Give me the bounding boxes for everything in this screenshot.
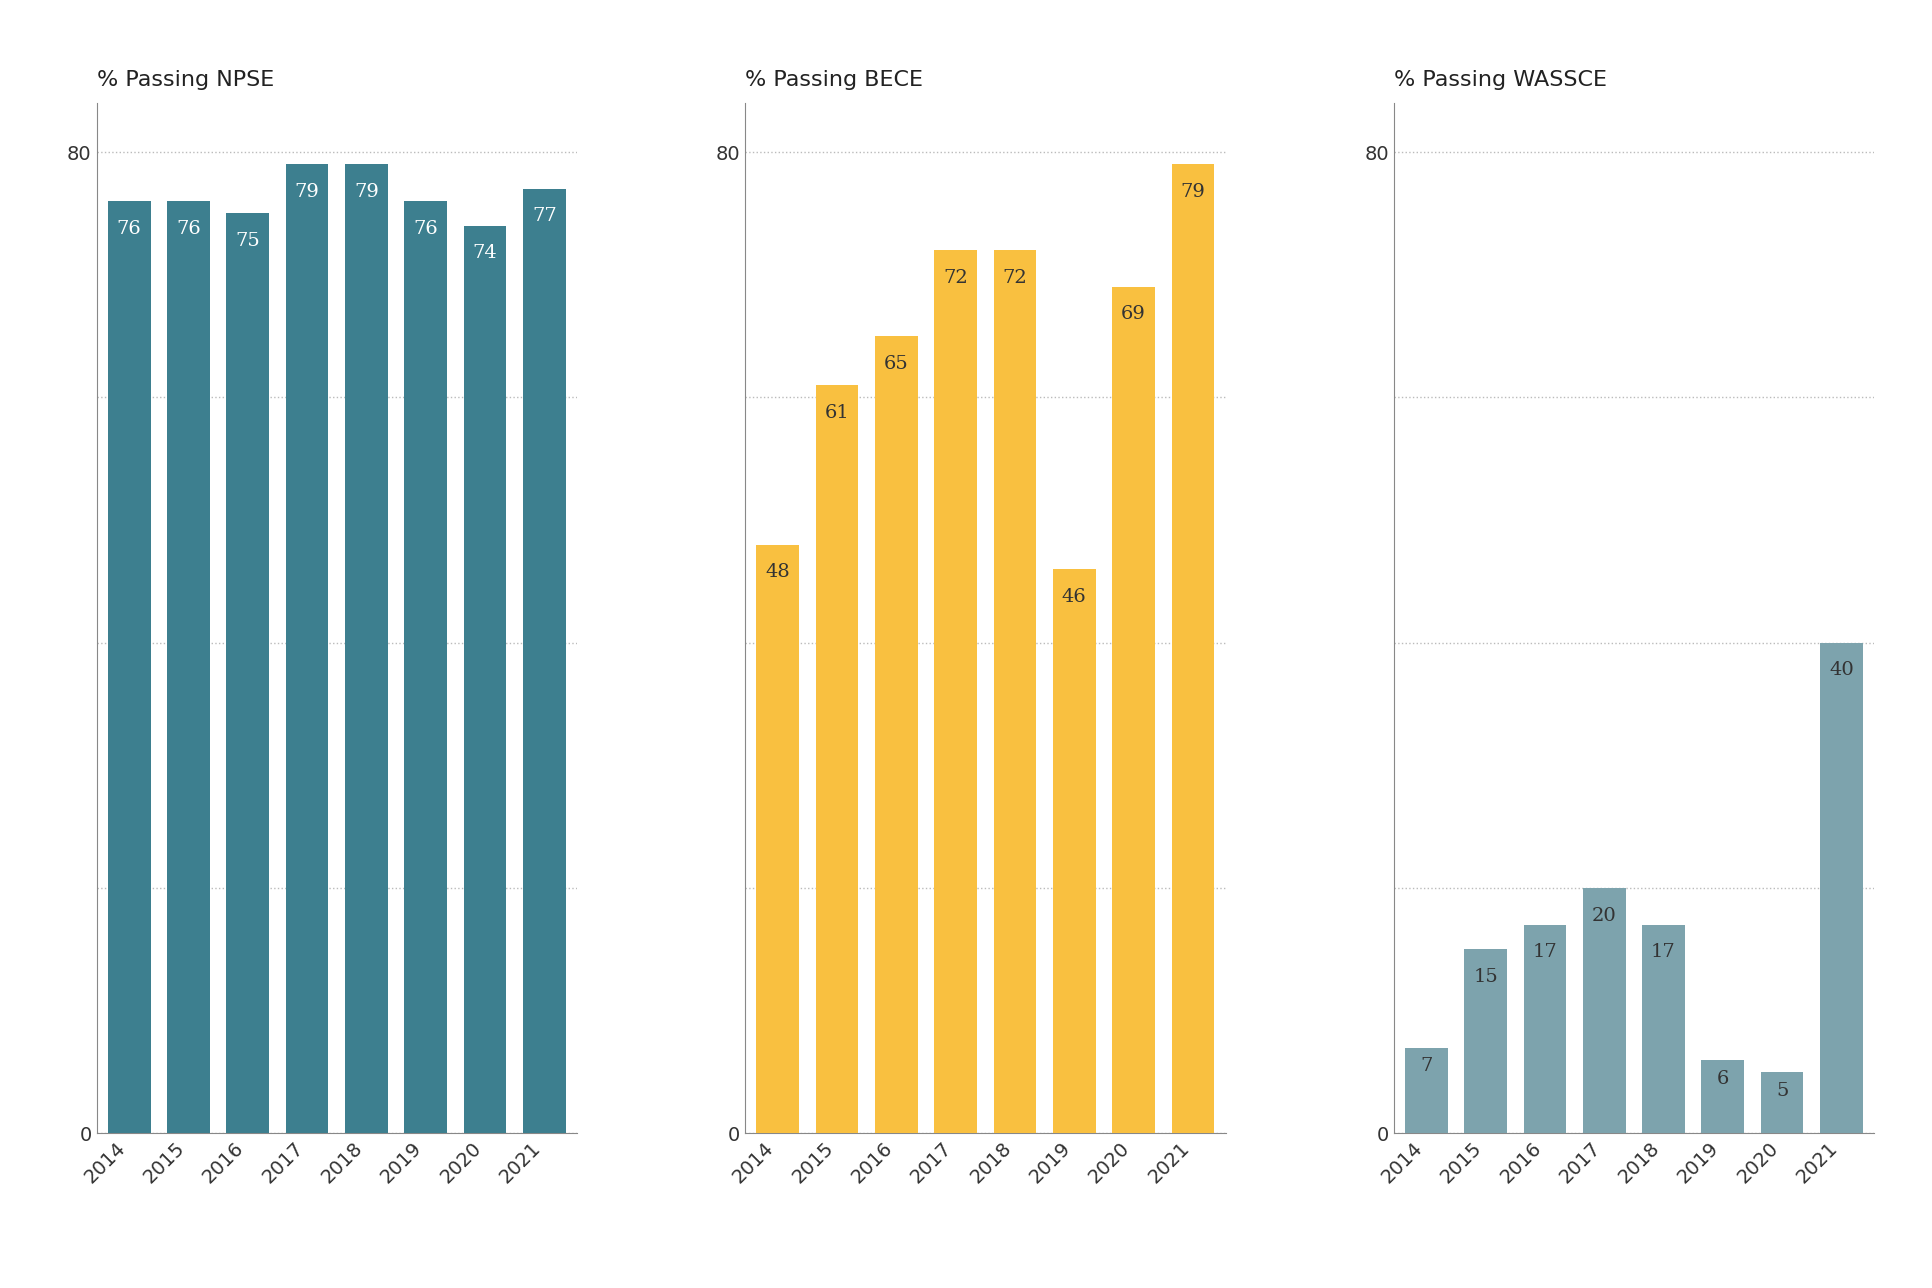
Text: 40: 40	[1830, 661, 1855, 679]
Bar	[404, 201, 446, 1133]
Text: 79: 79	[296, 183, 319, 201]
Bar	[1524, 925, 1567, 1133]
Bar	[1642, 925, 1685, 1133]
Text: 15: 15	[1474, 967, 1497, 985]
Bar	[875, 336, 918, 1133]
Bar	[286, 165, 328, 1133]
Bar	[346, 165, 388, 1133]
Text: 74: 74	[473, 245, 497, 261]
Bar	[935, 250, 978, 1133]
Bar	[1582, 889, 1625, 1133]
Text: 79: 79	[1180, 183, 1206, 201]
Text: 79: 79	[354, 183, 379, 201]
Bar	[524, 189, 566, 1133]
Bar	[1464, 949, 1507, 1133]
Bar	[1760, 1072, 1803, 1133]
Text: 76: 76	[176, 219, 201, 237]
Bar	[168, 201, 211, 1133]
Text: 6: 6	[1718, 1069, 1729, 1087]
Text: 61: 61	[825, 403, 850, 421]
Text: 17: 17	[1652, 943, 1675, 961]
Text: 46: 46	[1063, 587, 1086, 605]
Text: 77: 77	[531, 207, 556, 225]
Bar	[1113, 287, 1155, 1133]
Text: 20: 20	[1592, 907, 1617, 925]
Text: 75: 75	[236, 232, 261, 250]
Bar	[1702, 1060, 1745, 1133]
Text: 7: 7	[1420, 1057, 1432, 1075]
Text: % Passing BECE: % Passing BECE	[746, 71, 923, 90]
Text: 65: 65	[885, 354, 908, 372]
Text: % Passing NPSE: % Passing NPSE	[97, 71, 274, 90]
Bar	[1405, 1047, 1447, 1133]
Text: 48: 48	[765, 563, 790, 581]
Bar	[108, 201, 151, 1133]
Bar	[993, 250, 1036, 1133]
Text: 5: 5	[1776, 1082, 1789, 1100]
Bar	[757, 545, 800, 1133]
Bar	[464, 225, 506, 1133]
Text: 72: 72	[943, 269, 968, 287]
Text: 17: 17	[1532, 943, 1557, 961]
Bar	[1053, 569, 1095, 1133]
Text: 76: 76	[413, 219, 439, 237]
Bar	[815, 385, 858, 1133]
Text: 72: 72	[1003, 269, 1028, 287]
Bar	[1820, 643, 1862, 1133]
Bar	[1171, 165, 1213, 1133]
Text: % Passing WASSCE: % Passing WASSCE	[1393, 71, 1607, 90]
Text: 69: 69	[1121, 305, 1146, 323]
Text: 76: 76	[116, 219, 141, 237]
Bar	[226, 214, 269, 1133]
